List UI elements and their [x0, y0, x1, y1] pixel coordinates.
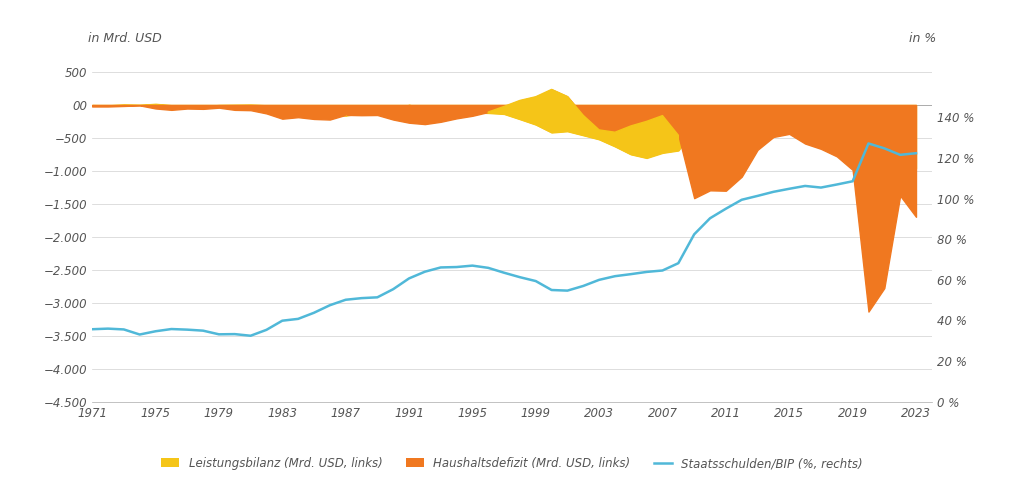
- Legend: Leistungsbilanz (Mrd. USD, links), Haushaltsdefizit (Mrd. USD, links), Staatssch: Leistungsbilanz (Mrd. USD, links), Haush…: [157, 452, 867, 475]
- Text: in %: in %: [908, 32, 936, 45]
- Text: in Mrd. USD: in Mrd. USD: [88, 32, 162, 45]
